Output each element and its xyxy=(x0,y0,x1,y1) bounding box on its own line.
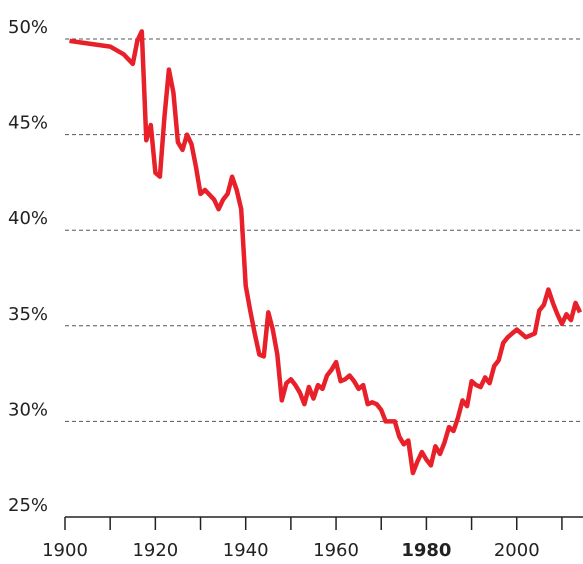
x-tick-label: 1980 xyxy=(401,540,451,561)
x-tick-label: 1920 xyxy=(132,540,178,561)
x-tick-label: 1960 xyxy=(313,540,359,561)
y-tick-label: 45% xyxy=(8,113,48,134)
x-tick-label: 2000 xyxy=(494,540,540,561)
x-tick-label: 1900 xyxy=(42,540,88,561)
x-tick-label: 1940 xyxy=(223,540,269,561)
y-tick-label: 50% xyxy=(8,17,48,38)
y-tick-label: 40% xyxy=(8,208,48,229)
y-tick-label: 30% xyxy=(8,399,48,420)
data-line xyxy=(69,29,583,476)
y-tick-label: 35% xyxy=(8,304,48,325)
y-tick-label: 25% xyxy=(8,495,48,516)
